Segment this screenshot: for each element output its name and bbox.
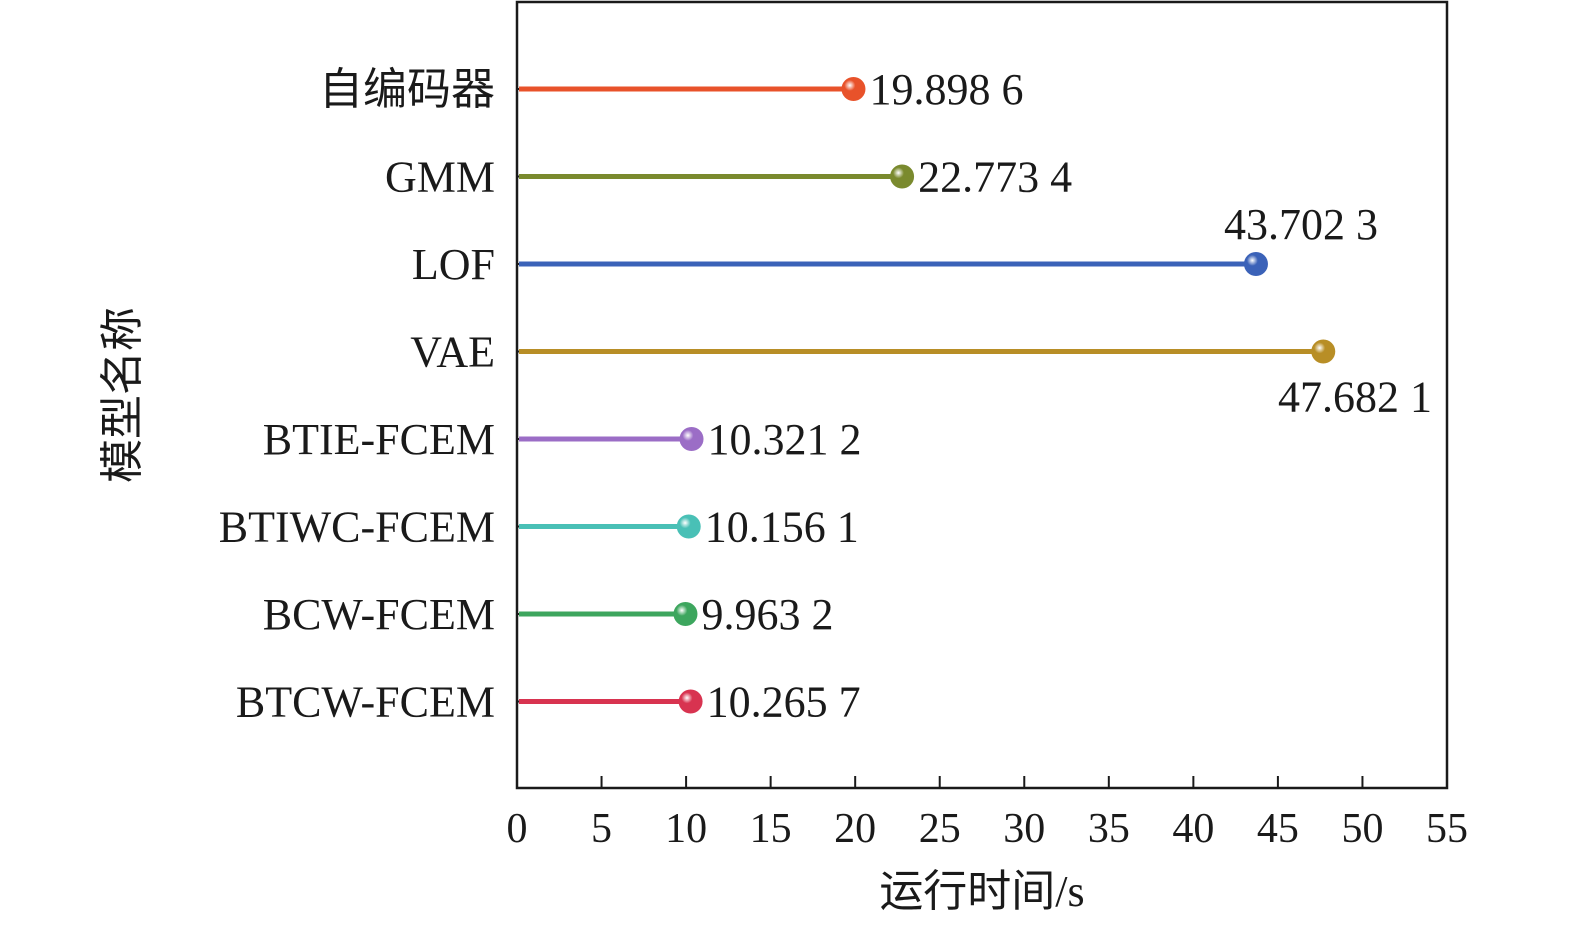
plot-frame [515,0,1449,790]
x-tick-label: 45 [1257,806,1299,852]
data-label: 10.265 7 [707,678,861,727]
labels: 自编码器 19.898 6 GMM 22.773 4 LOF 43.702 3 VAE 47.… [219,65,1432,727]
x-axis: 0 5 10 15 20 25 30 35 40 45 50 55 [507,776,1468,852]
x-tick-label: 20 [834,806,876,852]
lollipop-dot [841,77,866,101]
data-label: 22.773 4 [918,153,1072,202]
lollipop-dot [679,427,704,451]
data-label: 10.156 1 [705,503,859,552]
category-label: BTIWC-FCEM [219,503,495,552]
lollipop-dot [1243,252,1268,276]
x-axis-title: 运行时间/s [879,867,1084,916]
y-axis-title: 模型名称 [98,307,147,483]
lollipop-dot [890,164,915,189]
x-tick-label: 40 [1172,806,1214,852]
category-label: BTIE-FCEM [263,415,495,464]
lollipop-dot [678,689,703,714]
category-label: 自编码器 [319,65,495,114]
x-tick-label: 10 [665,806,707,852]
lollipop-dot [673,602,698,626]
x-tick-label: 30 [1003,806,1045,852]
x-tick-label: 0 [507,806,528,852]
data-label: 9.963 2 [701,590,833,639]
x-tick-label: 55 [1426,806,1468,852]
data-label: 10.321 2 [708,415,862,464]
category-label: BTCW-FCEM [236,678,495,727]
lollipop-dot [676,514,701,539]
data-label: 19.898 6 [869,65,1023,114]
category-label: LOF [412,240,495,289]
data-label: 43.702 3 [1224,200,1378,249]
category-label: BCW-FCEM [263,590,495,639]
lollipop-series [517,77,1336,714]
x-tick-label: 5 [591,806,612,852]
data-label: 47.682 1 [1278,373,1432,422]
x-tick-label: 15 [750,806,792,852]
category-label: VAE [410,328,495,377]
x-tick-label: 25 [919,806,961,852]
category-label: GMM [385,153,495,202]
x-tick-label: 35 [1088,806,1130,852]
lollipop-dot [1311,339,1336,364]
x-tick-label: 50 [1341,806,1383,852]
